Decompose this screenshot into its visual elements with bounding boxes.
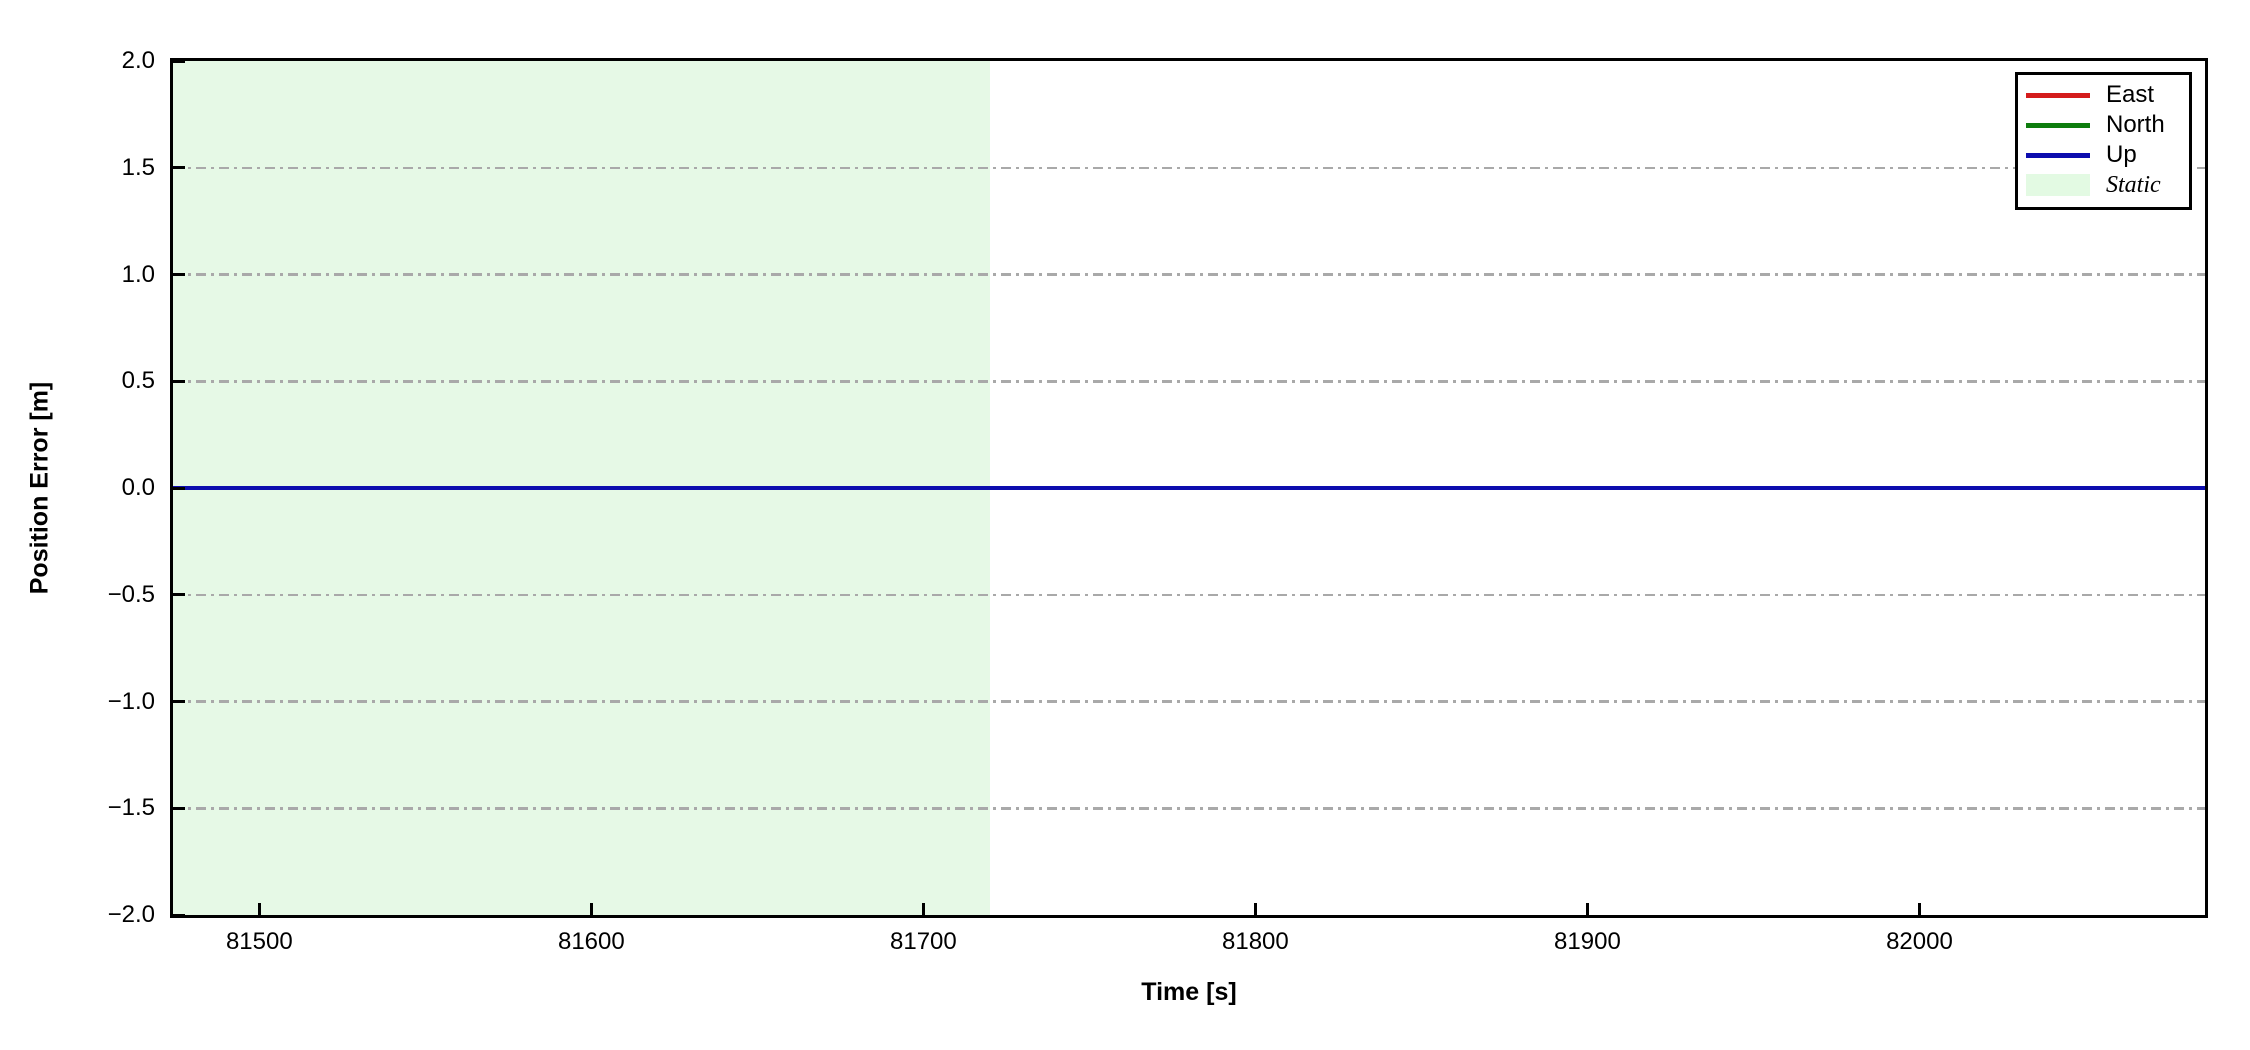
y-tick-label: −1.0 <box>107 687 155 715</box>
plot-area <box>170 58 2208 918</box>
y-tick-label: −2.0 <box>107 901 155 928</box>
y-tick-mark <box>173 913 185 917</box>
legend-item-up: Up <box>2018 140 2189 170</box>
x-tick-mark <box>589 903 593 915</box>
legend-label: North <box>2106 111 2165 138</box>
x-tick-label: 81600 <box>557 928 625 955</box>
series-line-up <box>173 486 2205 490</box>
gridline <box>173 273 2205 276</box>
legend-item-north: North <box>2018 110 2189 140</box>
x-tick-mark <box>257 903 261 915</box>
y-tick-label: 1.5 <box>121 153 155 181</box>
gridline <box>173 380 2205 383</box>
legend-swatch-static <box>2026 174 2090 196</box>
x-tick-label: 81900 <box>1554 928 1621 955</box>
y-tick-mark <box>173 379 185 383</box>
y-tick-mark <box>173 700 185 703</box>
y-tick-mark <box>173 593 185 597</box>
x-tick-label: 81700 <box>890 928 957 955</box>
gridline <box>173 593 2205 596</box>
gridline <box>173 700 2205 703</box>
gridline <box>173 166 2205 169</box>
y-tick-label: −1.5 <box>107 794 155 822</box>
legend-swatch-north <box>2026 122 2090 128</box>
legend-label: Static <box>2106 172 2161 198</box>
y-tick-label: −0.5 <box>107 580 155 608</box>
x-axis-label: Time [s] <box>1141 978 1237 1006</box>
y-tick-mark <box>173 166 185 170</box>
legend-item-east: East <box>2018 80 2189 110</box>
legend-label: East <box>2106 81 2155 108</box>
x-tick-mark <box>1253 903 1257 915</box>
y-tick-mark <box>173 273 185 276</box>
legend-swatch-up <box>2026 152 2090 158</box>
x-tick-label: 81500 <box>225 928 293 955</box>
x-tick-mark <box>1585 903 1589 915</box>
legend-box: East North Up Static <box>2015 72 2192 210</box>
y-tick-mark <box>173 59 185 63</box>
y-tick-mark <box>173 806 185 810</box>
gridline <box>173 807 2205 810</box>
x-tick-mark <box>921 903 925 915</box>
y-tick-label: 0.0 <box>121 474 155 501</box>
y-tick-label: 1.0 <box>121 260 155 288</box>
y-tick-mark <box>173 486 185 490</box>
legend-label: Up <box>2106 141 2137 168</box>
y-tick-label: 2.0 <box>121 47 155 74</box>
legend-swatch-east <box>2026 92 2090 98</box>
y-tick-label: 0.5 <box>121 367 155 395</box>
x-tick-mark <box>1917 903 1921 915</box>
x-tick-label: 81800 <box>1222 928 1289 955</box>
legend-item-static: Static <box>2018 170 2189 200</box>
x-tick-label: 82000 <box>1886 928 1953 955</box>
